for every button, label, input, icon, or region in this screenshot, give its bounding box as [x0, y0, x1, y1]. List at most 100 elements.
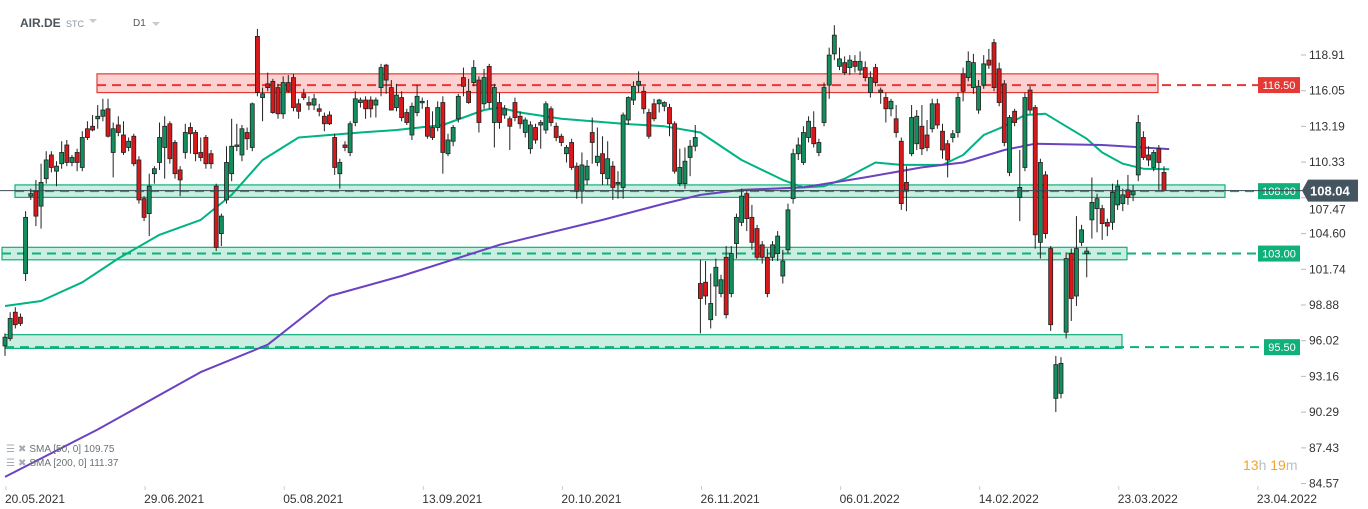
candle-body [1027, 89, 1033, 111]
instrument-type-dropdown[interactable]: STC [66, 19, 84, 29]
candle-body [363, 99, 368, 110]
candle-body [131, 135, 137, 165]
candle [502, 105, 508, 119]
candle [831, 25, 837, 61]
candle-body [620, 114, 626, 188]
candle [347, 121, 353, 157]
timeframe-chevron-down-icon[interactable] [152, 22, 160, 26]
candle [79, 131, 85, 172]
candle [69, 154, 75, 167]
candle [1125, 174, 1131, 205]
settings-list-icon[interactable]: ☰ [6, 444, 15, 455]
candle [59, 141, 65, 169]
candle-body [816, 142, 822, 153]
y-tick-label: 87.43 [1309, 441, 1339, 455]
candle-body [497, 102, 502, 123]
candle [188, 122, 193, 154]
candle [48, 151, 54, 173]
candle [1022, 92, 1028, 172]
candle-body [734, 216, 739, 244]
candle [898, 137, 904, 210]
legend-sma200: ☰ ✖ SMA [200, 0] 111.37 [6, 458, 119, 469]
candle-body [43, 159, 49, 180]
candle [430, 111, 435, 140]
candle-body [1110, 192, 1115, 223]
candle [419, 97, 425, 109]
candle-body [543, 103, 549, 131]
candle-body [806, 120, 811, 138]
candle-body [33, 190, 39, 217]
candle-body [445, 139, 451, 155]
candle [775, 231, 781, 262]
candle-body [110, 128, 116, 153]
timeframe-dropdown[interactable]: D1 [133, 18, 146, 29]
candle [631, 81, 636, 106]
candle [265, 72, 271, 92]
candle [919, 105, 925, 155]
candle-body [564, 147, 569, 155]
candle [548, 106, 554, 127]
candle [950, 130, 956, 143]
candle [1017, 149, 1023, 222]
candle [229, 118, 235, 182]
candle-body [1007, 117, 1012, 173]
candle [785, 203, 791, 254]
candle-body [878, 89, 884, 93]
candle [321, 112, 327, 132]
candle [734, 213, 739, 259]
candle [373, 97, 379, 118]
candle [1037, 158, 1043, 259]
candle [126, 137, 132, 152]
candle-body [321, 115, 327, 125]
settings-list-icon[interactable]: ☰ [6, 458, 15, 469]
candle-body [739, 195, 745, 223]
y-tick-label: 113.19 [1309, 119, 1345, 133]
candle-body [414, 95, 420, 113]
candle-body [157, 137, 162, 163]
candle [491, 83, 497, 148]
candle [193, 130, 198, 162]
price-axis: 118.91 116.05 113.19 110.33 107.47 104.60 101.… [1301, 48, 1346, 491]
y-tick-label: 104.60 [1309, 227, 1346, 241]
candle-body [785, 209, 791, 251]
y-tick-label: 98.88 [1309, 298, 1339, 312]
candle [388, 80, 394, 111]
candle-body [270, 80, 276, 113]
candle [744, 191, 750, 232]
y-tick-label: 96.02 [1309, 334, 1339, 348]
candle-body [450, 127, 456, 142]
candle [280, 76, 286, 119]
remove-indicator-x-icon[interactable]: ✖ [17, 444, 27, 455]
candle-body [476, 79, 482, 123]
candle [2, 333, 8, 356]
candle-body [296, 103, 302, 112]
candle-body [960, 73, 966, 92]
candle [929, 98, 935, 133]
candle [862, 61, 868, 82]
candle [656, 98, 662, 113]
instrument-type-chevron-down-icon[interactable] [89, 19, 97, 23]
candle-body [594, 155, 600, 163]
candle-body [481, 77, 487, 105]
candle [311, 93, 317, 111]
candle-body [1043, 174, 1048, 234]
candle-body [1125, 189, 1131, 198]
candle [517, 111, 523, 129]
symbol-label: AIR.DE [20, 16, 61, 30]
candle-body [1058, 362, 1064, 394]
remove-indicator-x-icon[interactable]: ✖ [17, 458, 27, 469]
candle-body [337, 162, 343, 175]
candle-body [378, 67, 384, 88]
candle [151, 166, 157, 184]
candle [971, 53, 976, 94]
candle-body [1063, 258, 1069, 333]
candle [893, 105, 899, 138]
candle [888, 98, 894, 117]
candle [770, 241, 775, 262]
candle-body [986, 59, 992, 66]
candle-body [177, 169, 183, 181]
candle-body [687, 145, 693, 158]
candle-body [224, 162, 229, 201]
candle-body [1094, 198, 1100, 210]
